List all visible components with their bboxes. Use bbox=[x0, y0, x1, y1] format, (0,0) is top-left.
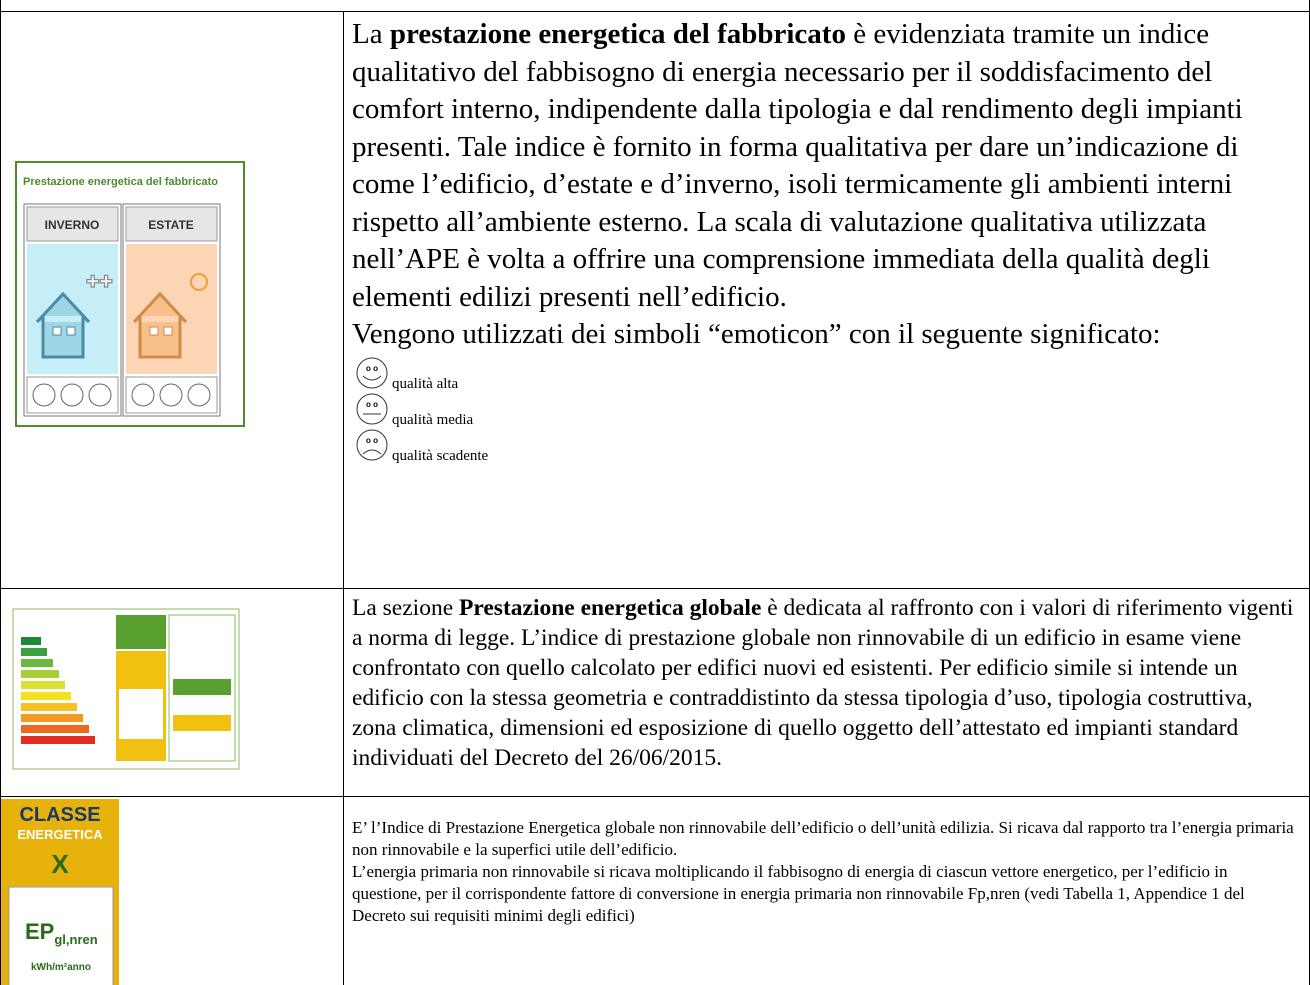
smiley-sad: o o bbox=[356, 429, 388, 460]
text: è dedicata al raffronto con i valori di … bbox=[352, 595, 1294, 771]
winter-label: INVERNO bbox=[45, 218, 100, 232]
smiley-happy: o o bbox=[356, 357, 388, 388]
bold-text: prestazione energetica del fabbricato bbox=[389, 18, 846, 50]
paragraph: Vengono utilizzati dei simboli “emoticon… bbox=[352, 318, 1161, 350]
image-cell bbox=[0, 588, 344, 797]
ep: EP bbox=[25, 919, 54, 944]
text: La bbox=[352, 18, 390, 50]
legend-label: qualità scadente bbox=[392, 447, 489, 464]
text-cell: La sezione Prestazione energetica global… bbox=[343, 588, 1310, 797]
text: è evidenziata tramite un indice qualitat… bbox=[352, 18, 1243, 313]
energy-class-image: CLASSE ENERGETICA X EPgl,nren kWh/m²anno bbox=[1, 799, 119, 985]
class-value: X bbox=[51, 849, 69, 879]
paragraph: La prestazione energetica del fabbricato… bbox=[352, 16, 1301, 316]
legend-item: o o qualità alta bbox=[352, 354, 1301, 392]
bold-text: Prestazione energetica globale bbox=[459, 595, 762, 621]
legend-label: qualità alta bbox=[392, 375, 459, 392]
legend-item: o o qualità media bbox=[352, 390, 1301, 428]
image-title: Prestazione energetica del fabbricato bbox=[23, 176, 218, 188]
unit: kWh/m²anno bbox=[31, 962, 91, 973]
class-arrows bbox=[21, 637, 95, 744]
smiley-neutral: o o bbox=[356, 393, 388, 424]
summer-label: ESTATE bbox=[148, 218, 194, 232]
svg-text:o o: o o bbox=[366, 364, 378, 373]
global-performance-image bbox=[12, 608, 240, 770]
building-performance-image: Prestazione energetica del fabbricato IN… bbox=[15, 161, 245, 427]
class-label: CLASSE bbox=[19, 804, 100, 826]
svg-text:o o: o o bbox=[366, 400, 378, 409]
text: La sezione bbox=[352, 595, 460, 621]
svg-text:o o: o o bbox=[366, 436, 378, 445]
paragraph: E’ l’Indice di Prestazione Energetica gl… bbox=[352, 818, 1294, 859]
ep-sub: gl,nren bbox=[54, 932, 97, 947]
legend-item: o o qualità scadente bbox=[352, 426, 1301, 464]
image-cell: Prestazione energetica del fabbricato IN… bbox=[0, 11, 344, 589]
svg-text:✚✚: ✚✚ bbox=[86, 274, 113, 291]
paragraph: L’energia primaria non rinnovabile si ri… bbox=[352, 862, 1245, 925]
image-cell: CLASSE ENERGETICA X EPgl,nren kWh/m²anno bbox=[0, 796, 344, 985]
text-cell: La prestazione energetica del fabbricato… bbox=[343, 11, 1310, 589]
ep-label: EPgl,nren bbox=[25, 919, 98, 947]
class-sub: ENERGETICA bbox=[17, 827, 103, 842]
legend-label: qualità media bbox=[392, 411, 474, 428]
text-cell: E’ l’Indice di Prestazione Energetica gl… bbox=[343, 796, 1310, 985]
